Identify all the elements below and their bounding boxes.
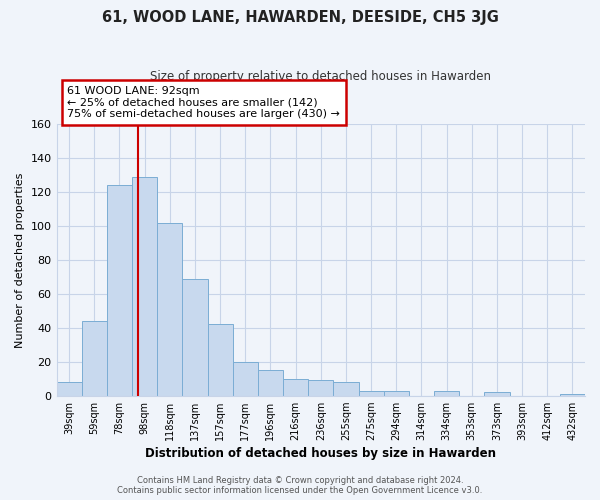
Bar [308, 380, 334, 396]
Bar [157, 223, 182, 396]
Bar [484, 392, 509, 396]
Bar [56, 382, 82, 396]
Bar [283, 378, 308, 396]
Bar [434, 390, 459, 396]
Text: Contains HM Land Registry data © Crown copyright and database right 2024.
Contai: Contains HM Land Registry data © Crown c… [118, 476, 482, 495]
Bar [383, 390, 409, 396]
Bar [208, 324, 233, 396]
Y-axis label: Number of detached properties: Number of detached properties [15, 172, 25, 348]
Text: 61 WOOD LANE: 92sqm
← 25% of detached houses are smaller (142)
75% of semi-detac: 61 WOOD LANE: 92sqm ← 25% of detached ho… [67, 86, 340, 119]
Title: Size of property relative to detached houses in Hawarden: Size of property relative to detached ho… [150, 70, 491, 83]
Bar [132, 177, 157, 396]
X-axis label: Distribution of detached houses by size in Hawarden: Distribution of detached houses by size … [145, 447, 496, 460]
Bar [82, 321, 107, 396]
Bar [258, 370, 283, 396]
Bar [107, 186, 132, 396]
Bar [560, 394, 585, 396]
Bar [233, 362, 258, 396]
Text: 61, WOOD LANE, HAWARDEN, DEESIDE, CH5 3JG: 61, WOOD LANE, HAWARDEN, DEESIDE, CH5 3J… [101, 10, 499, 25]
Bar [334, 382, 359, 396]
Bar [359, 390, 383, 396]
Bar [182, 278, 208, 396]
